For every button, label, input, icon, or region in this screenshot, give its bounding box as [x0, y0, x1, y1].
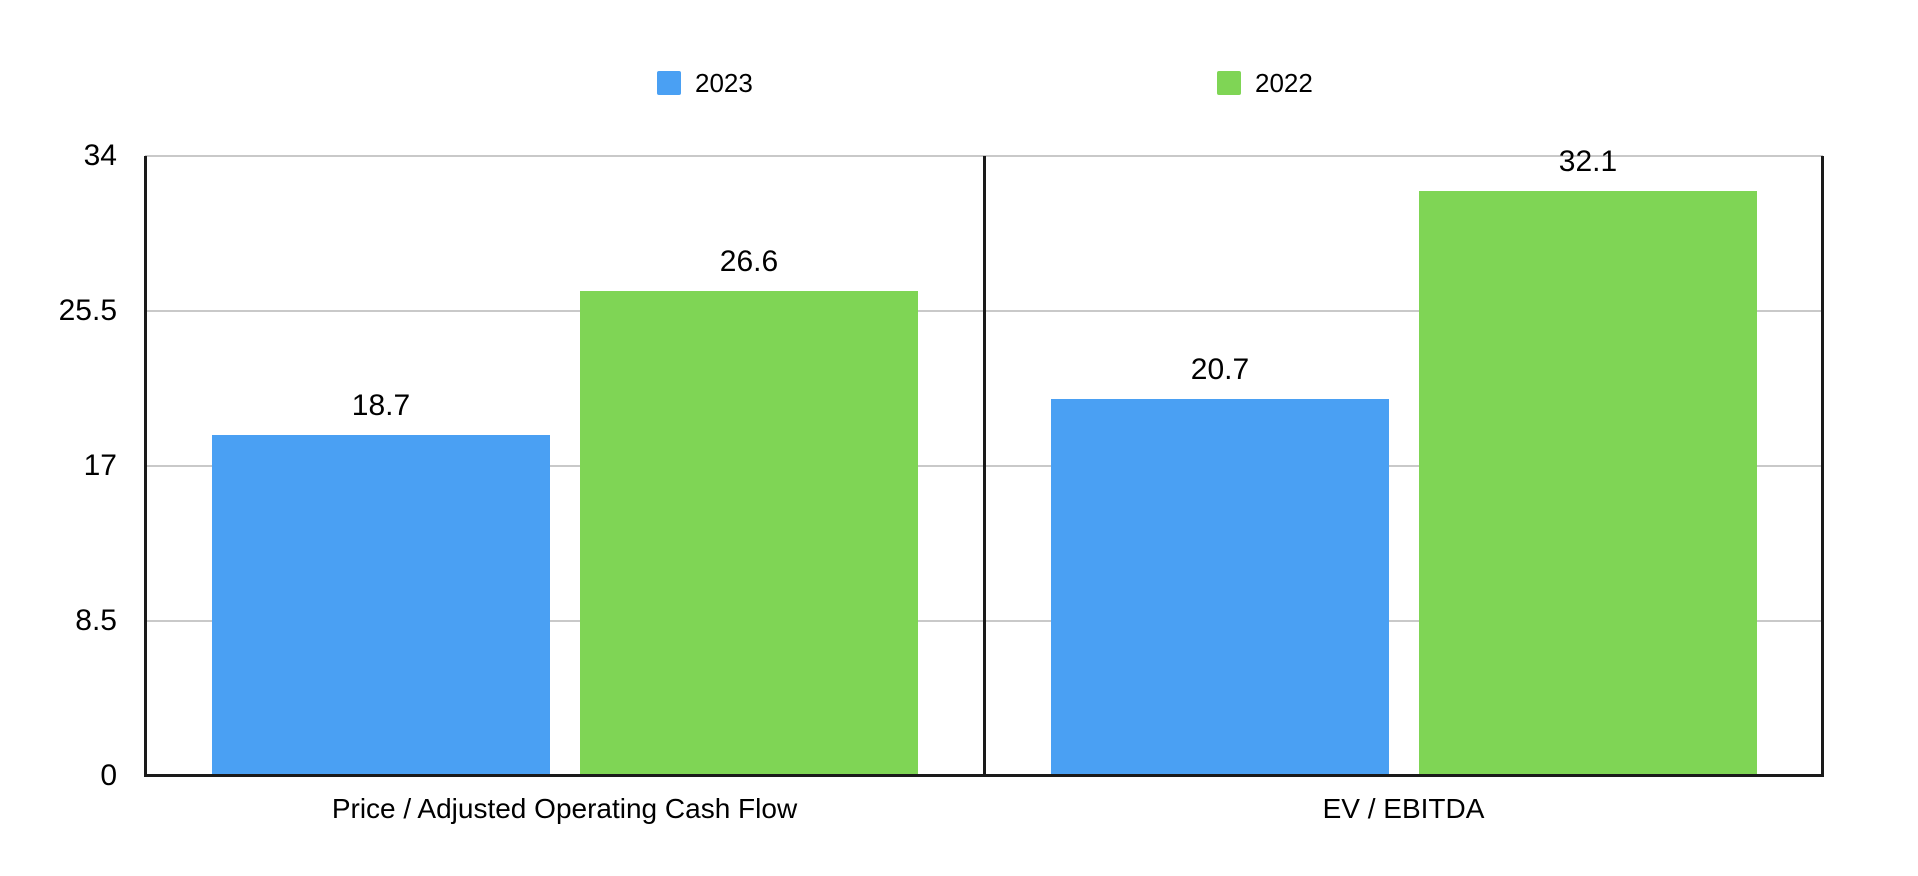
bar-2022-price-aocf: 26.6 [580, 245, 918, 776]
plot-right-border [1821, 156, 1824, 776]
bar-value-label: 18.7 [351, 389, 411, 422]
bar-2022-ev-ebitda: 32.1 [1419, 145, 1757, 776]
bar-value-label: 20.7 [1190, 353, 1250, 386]
y-axis-line [144, 156, 147, 776]
y-axis-tick-label: 0 [100, 759, 117, 792]
y-axis-tick-label: 8.5 [75, 604, 117, 637]
category-label-ev-ebitda: EV / EBITDA [1322, 793, 1485, 824]
legend-item-2022: 2022 [1217, 69, 1313, 97]
bar-value-label: 26.6 [719, 245, 779, 278]
legend-swatch-2023-icon [657, 71, 681, 95]
bar-value-label: 32.1 [1558, 145, 1618, 178]
bar-2023-price-aocf: 18.7 [212, 389, 550, 776]
y-axis-tick-label: 34 [83, 139, 117, 172]
y-axis-tick-label: 17 [83, 449, 117, 482]
category-label-price-aocf: Price / Adjusted Operating Cash Flow [331, 793, 798, 824]
legend-item-2023: 2023 [657, 69, 753, 97]
plot-area: 18.7 26.6 20.7 32.1 [144, 145, 1824, 777]
legend-swatch-2022-icon [1217, 71, 1241, 95]
bar-2023-ev-ebitda: 20.7 [1051, 353, 1389, 776]
legend-label-2023: 2023 [695, 68, 753, 98]
y-axis-tick-label: 25.5 [58, 294, 117, 327]
legend-label-2022: 2022 [1255, 68, 1313, 98]
panel-divider-line [983, 156, 986, 776]
